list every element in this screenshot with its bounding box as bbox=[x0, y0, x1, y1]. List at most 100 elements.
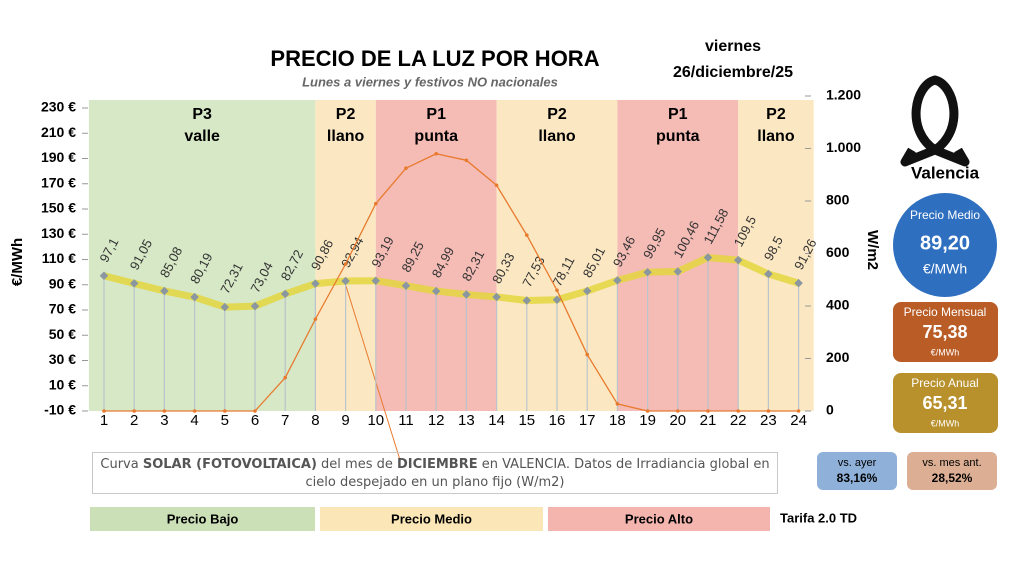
price-point bbox=[613, 276, 622, 285]
x-tick-label: 15 bbox=[518, 412, 535, 429]
note-text: del mes de bbox=[316, 457, 397, 472]
solar-point bbox=[253, 409, 257, 413]
period-tier: llano bbox=[327, 128, 365, 145]
solar-point bbox=[706, 409, 710, 413]
tariff: Tarifa 2.0 TD bbox=[780, 510, 857, 525]
y2-tick-label: 1.000 bbox=[826, 139, 861, 155]
solar-point bbox=[766, 409, 771, 413]
y-tick-label: 150 € bbox=[41, 200, 76, 216]
x-tick-label: 2 bbox=[130, 412, 138, 429]
solar-point bbox=[645, 409, 650, 413]
price-point bbox=[190, 292, 199, 302]
average-value: 89,20 bbox=[920, 232, 970, 254]
weekday: viernes bbox=[705, 38, 761, 55]
legend-swatch bbox=[320, 507, 543, 531]
yearly-box bbox=[893, 373, 998, 433]
solar-point bbox=[102, 409, 106, 413]
y-tick-label: 190 € bbox=[41, 149, 76, 165]
city: Valencia bbox=[911, 163, 980, 182]
yearly-value: 65,31 bbox=[922, 393, 967, 413]
y2-axis-label: W/m2 bbox=[864, 230, 881, 270]
x-tick-label: 5 bbox=[221, 412, 229, 429]
note-text: DICIEMBRE bbox=[396, 457, 478, 472]
y-tick-label: 30 € bbox=[49, 351, 76, 367]
y-tick-label: 230 € bbox=[41, 99, 76, 115]
series-line bbox=[103, 254, 800, 311]
period-name: P3 bbox=[192, 106, 212, 123]
legend-label: Precio Bajo bbox=[167, 511, 239, 526]
price-point bbox=[764, 269, 773, 279]
period-band bbox=[88, 100, 316, 411]
solar-point bbox=[585, 352, 589, 357]
x-tick-label: 16 bbox=[549, 412, 566, 429]
y-tick-label: 170 € bbox=[41, 174, 76, 190]
x-tick-label: 6 bbox=[251, 412, 259, 429]
x-tick-label: 20 bbox=[669, 412, 686, 429]
price-point bbox=[311, 279, 320, 288]
vs-last-month-label: vs. mes ant. bbox=[922, 457, 981, 469]
solar-point bbox=[192, 409, 197, 413]
legend-label: Precio Alto bbox=[625, 511, 693, 526]
x-tick-label: 10 bbox=[367, 412, 384, 429]
average-label: Precio Medio bbox=[910, 208, 980, 222]
x-tick-label: 13 bbox=[458, 412, 475, 429]
y-tick-label: 110 € bbox=[42, 250, 76, 266]
monthly-value: 75,38 bbox=[922, 322, 967, 342]
price-point bbox=[643, 267, 652, 277]
monthly-label: Precio Mensual bbox=[904, 305, 987, 319]
x-tick-label: 7 bbox=[281, 412, 289, 429]
vs-last-month-value: 28,52% bbox=[932, 471, 973, 485]
average-badge bbox=[893, 193, 997, 297]
series-line bbox=[104, 153, 799, 412]
y-tick-label: 50 € bbox=[49, 326, 76, 342]
x-tick-label: 14 bbox=[488, 412, 505, 429]
price-point bbox=[431, 286, 441, 296]
average-unit: €/MWh bbox=[923, 261, 967, 277]
price-point bbox=[220, 302, 230, 312]
price-point bbox=[582, 286, 592, 296]
note-arrow bbox=[345, 285, 401, 461]
period-tier: punta bbox=[414, 128, 458, 145]
solar-point bbox=[494, 183, 499, 188]
note-text: Curva bbox=[100, 457, 143, 472]
price-point bbox=[341, 276, 350, 286]
solar-point bbox=[525, 233, 529, 237]
solar-point bbox=[434, 151, 439, 156]
price-point bbox=[462, 290, 471, 299]
x-tick-label: 1 bbox=[100, 412, 108, 429]
period-band bbox=[738, 100, 814, 411]
solar-point bbox=[796, 409, 801, 413]
price-point bbox=[794, 278, 803, 288]
solar-point bbox=[404, 166, 408, 170]
y2-tick-label: 600 bbox=[826, 244, 850, 260]
solar-point bbox=[615, 402, 620, 406]
price-point bbox=[733, 255, 743, 265]
price-point bbox=[371, 276, 381, 285]
y-tick-label: 130 € bbox=[41, 225, 76, 241]
solar-point bbox=[313, 317, 318, 321]
x-tick-label: 9 bbox=[341, 412, 349, 429]
x-tick-label: 21 bbox=[700, 412, 717, 429]
note-text: SOLAR (FOTOVOLTAICA) bbox=[142, 457, 317, 472]
x-tick-label: 18 bbox=[609, 412, 626, 429]
monthly-unit: €/MWh bbox=[931, 347, 960, 357]
x-tick-label: 23 bbox=[760, 412, 777, 429]
solar-point bbox=[555, 288, 559, 293]
solar-point bbox=[223, 409, 227, 413]
y-tick-label: 70 € bbox=[49, 301, 76, 317]
period-tier: llano bbox=[757, 128, 795, 145]
y2-tick-label: 200 bbox=[826, 349, 850, 365]
price-point bbox=[522, 296, 532, 305]
date: 26/diciembre/25 bbox=[673, 64, 793, 81]
x-tick-label: 11 bbox=[398, 412, 414, 429]
period-name: P1 bbox=[668, 106, 688, 123]
period-tier: punta bbox=[656, 128, 700, 145]
legend-label: Precio Medio bbox=[391, 511, 472, 526]
solar-point bbox=[464, 158, 469, 163]
chart-title: PRECIO DE LA LUZ POR HORA bbox=[270, 46, 599, 71]
price-point bbox=[401, 281, 411, 290]
vs-yesterday-value: 83,16% bbox=[837, 471, 878, 485]
note: Curva SOLAR (FOTOVOLTAICA) del mes de DI… bbox=[92, 452, 778, 494]
